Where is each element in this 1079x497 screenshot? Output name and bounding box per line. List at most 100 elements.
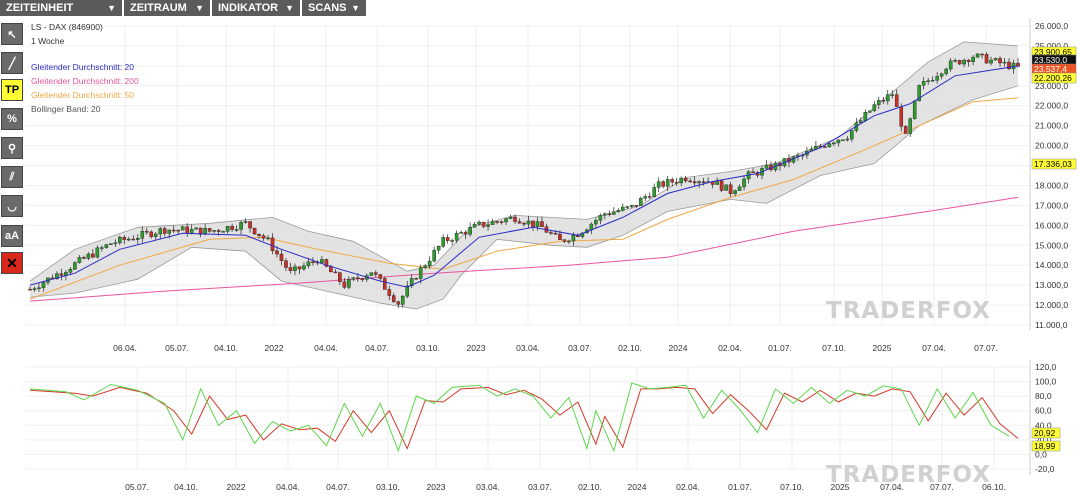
candle: [962, 58, 966, 68]
x-tick-label: 07.10.: [780, 482, 804, 492]
candle: [881, 96, 886, 104]
stochastic-x-axis: 05.07. 04.10. 2022 04.04. 04.07. 03.10. 2023 03…: [125, 482, 1006, 492]
tp-label: TP: [4, 84, 20, 96]
dropdown-arrow-icon: ▼: [107, 3, 116, 13]
line-tool-button[interactable]: ╱: [1, 52, 23, 74]
price-x-axis: 06.04. 05.07. 04.10. 2022 04.04. 04.07. 03.10.…: [113, 343, 998, 353]
candle: [1007, 58, 1011, 71]
candle: [890, 90, 895, 99]
candle: [679, 176, 683, 187]
candle: [912, 100, 917, 120]
candle: [643, 194, 648, 202]
candle: [647, 192, 652, 200]
x-tick-label: 2023: [467, 343, 486, 353]
stochastic-value-label: 20,92: [1034, 428, 1056, 438]
candle: [872, 101, 877, 112]
x-tick-label: 2022: [265, 343, 284, 353]
x-tick-label: 04.04.: [276, 482, 300, 492]
x-tick-label: 01.07.: [728, 482, 752, 492]
x-tick-label: 2025: [873, 343, 892, 353]
candle: [194, 227, 198, 230]
stochastic-value-tags: 20,92 18,99: [1031, 427, 1061, 452]
last-value-label: 23.537,4: [1034, 64, 1067, 74]
candle: [522, 221, 526, 227]
y-tick-label: 12.000,0: [1035, 300, 1068, 310]
candle: [432, 246, 436, 263]
dropdown-arrow-icon: ▼: [195, 3, 204, 13]
candle: [697, 180, 701, 188]
candle: [436, 245, 441, 254]
dropdown-arrow-icon: ▼: [285, 3, 294, 13]
candle: [41, 280, 46, 292]
arc-tool-button[interactable]: ◡: [1, 195, 23, 217]
candle: [414, 277, 419, 280]
y-tick-label: 14.000,0: [1035, 260, 1068, 270]
menu-indikator[interactable]: INDIKATOR ▼: [212, 0, 300, 16]
text-tool-button[interactable]: aA: [1, 225, 23, 247]
candle: [68, 267, 73, 276]
menu-label: SCANS: [308, 2, 347, 14]
stochastic-k-line: [29, 382, 1010, 453]
candle: [180, 225, 185, 231]
zoom-tool-button[interactable]: ⚲: [1, 137, 23, 159]
candle: [688, 178, 692, 183]
tp-tool-button[interactable]: TP: [1, 79, 23, 101]
x-tick-label: 04.04.: [314, 343, 338, 353]
candle: [885, 89, 890, 105]
percent-tool-button[interactable]: %: [1, 108, 23, 130]
candle: [939, 72, 944, 80]
candle: [28, 286, 32, 291]
candle: [418, 264, 423, 284]
candle: [859, 117, 863, 124]
menu-zeiteinheit[interactable]: ZEITEINHEIT ▼: [0, 0, 122, 16]
candle: [998, 56, 1002, 68]
candle: [126, 236, 131, 242]
y-tick-label: 0,0: [1035, 449, 1047, 459]
candle: [454, 230, 459, 244]
candle: [827, 142, 832, 148]
candle: [100, 245, 104, 252]
candle: [944, 67, 948, 76]
candle: [396, 300, 401, 309]
candle: [234, 225, 239, 232]
x-tick-label: 05.07.: [125, 482, 149, 492]
menu-scans[interactable]: SCANS ▼: [302, 0, 366, 16]
candle: [980, 53, 984, 59]
y-tick-label: 100,0: [1035, 377, 1057, 387]
x-tick-label: 02.04.: [676, 482, 700, 492]
legend-sma200: Gleitender Durchschnitt: 200: [31, 76, 139, 86]
candle: [405, 280, 410, 299]
menu-zeitraum[interactable]: ZEITRAUM ▼: [124, 0, 210, 16]
cursor-tool-button[interactable]: ↖: [1, 23, 23, 45]
candle: [342, 277, 347, 289]
y-tick-label: 17.000,0: [1035, 200, 1068, 210]
y-tick-label: 22.000,0: [1035, 101, 1068, 111]
candle: [1002, 57, 1007, 67]
sma200-line: [29, 196, 1019, 302]
candle: [225, 225, 230, 234]
candlestick-series: [28, 52, 1020, 309]
x-tick-label: 07.07.: [930, 482, 954, 492]
candle: [378, 273, 383, 281]
candle: [490, 218, 495, 225]
candle: [993, 57, 998, 61]
candle: [391, 292, 396, 304]
candle: [719, 179, 724, 193]
candle: [293, 263, 297, 276]
stochastic-y-axis: 120,0 100,0 80,0 60,0 40,0 20,0 0,0 -20,0: [1029, 360, 1057, 475]
candle: [306, 257, 311, 269]
channel-icon: ⫽: [9, 170, 15, 183]
stochastic-value-label: 18,99: [1034, 441, 1056, 451]
candle: [930, 76, 935, 82]
last-value-label: 22.200,26: [1034, 73, 1072, 83]
candle: [243, 218, 248, 224]
magnifier-icon: ⚲: [7, 142, 17, 155]
legend-sma20: Gleitender Durchschnitt: 20: [31, 62, 134, 72]
delete-tool-button[interactable]: ✕: [1, 252, 23, 274]
candle: [427, 256, 432, 269]
x-tick-label: 01.07.: [768, 343, 792, 353]
channel-tool-button[interactable]: ⫽: [1, 166, 23, 188]
candle: [441, 234, 445, 248]
candle: [207, 228, 212, 233]
